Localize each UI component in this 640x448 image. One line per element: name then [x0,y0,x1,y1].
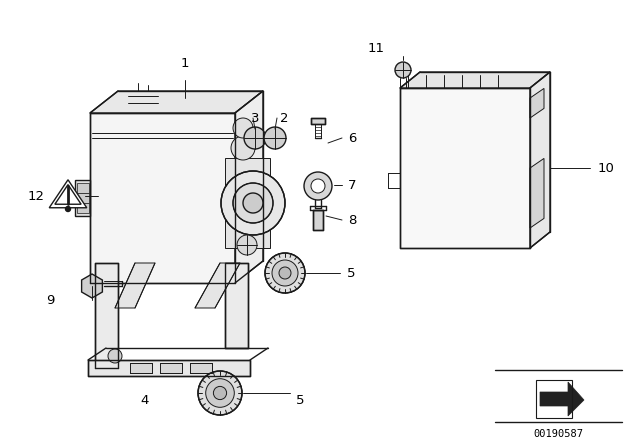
Text: 3: 3 [251,112,259,125]
Text: 2: 2 [280,112,288,125]
Circle shape [198,371,242,415]
Text: 5: 5 [296,393,305,406]
Circle shape [108,349,122,363]
Polygon shape [195,263,240,308]
Polygon shape [115,263,155,308]
Polygon shape [225,158,270,248]
Text: 6: 6 [348,132,356,145]
Circle shape [243,193,263,213]
Circle shape [221,171,285,235]
Text: 7: 7 [348,178,356,191]
Text: 10: 10 [598,161,615,175]
Text: 9: 9 [46,293,54,306]
Circle shape [311,179,325,193]
Polygon shape [90,113,235,283]
Text: 4: 4 [141,393,149,406]
Polygon shape [225,263,248,348]
Circle shape [244,127,266,149]
Polygon shape [311,118,325,124]
Polygon shape [540,382,584,416]
Polygon shape [530,88,544,118]
Circle shape [264,127,286,149]
Polygon shape [190,363,212,373]
Circle shape [237,235,257,255]
Circle shape [279,267,291,279]
Text: 5: 5 [347,267,355,280]
Circle shape [395,62,411,78]
Polygon shape [530,72,550,248]
Circle shape [65,207,70,211]
Circle shape [265,253,305,293]
Circle shape [205,379,234,407]
Circle shape [233,183,273,223]
Polygon shape [530,159,544,228]
Circle shape [233,118,253,138]
Circle shape [304,172,332,200]
Polygon shape [235,91,263,283]
Text: 8: 8 [348,214,356,227]
Circle shape [272,260,298,286]
Text: 00190587: 00190587 [534,429,584,439]
Polygon shape [90,91,263,113]
Polygon shape [77,183,89,193]
Polygon shape [95,263,118,368]
Polygon shape [400,88,530,248]
Polygon shape [82,274,102,298]
Polygon shape [49,180,87,208]
Text: 11: 11 [367,42,385,55]
Polygon shape [77,193,89,203]
Polygon shape [75,180,90,216]
Text: 12: 12 [28,190,45,202]
Polygon shape [77,203,89,213]
Polygon shape [88,360,250,376]
Polygon shape [160,363,182,373]
Polygon shape [400,72,550,88]
Polygon shape [130,363,152,373]
Circle shape [231,136,255,160]
Text: 1: 1 [180,56,189,69]
Polygon shape [313,210,323,230]
Circle shape [213,386,227,400]
